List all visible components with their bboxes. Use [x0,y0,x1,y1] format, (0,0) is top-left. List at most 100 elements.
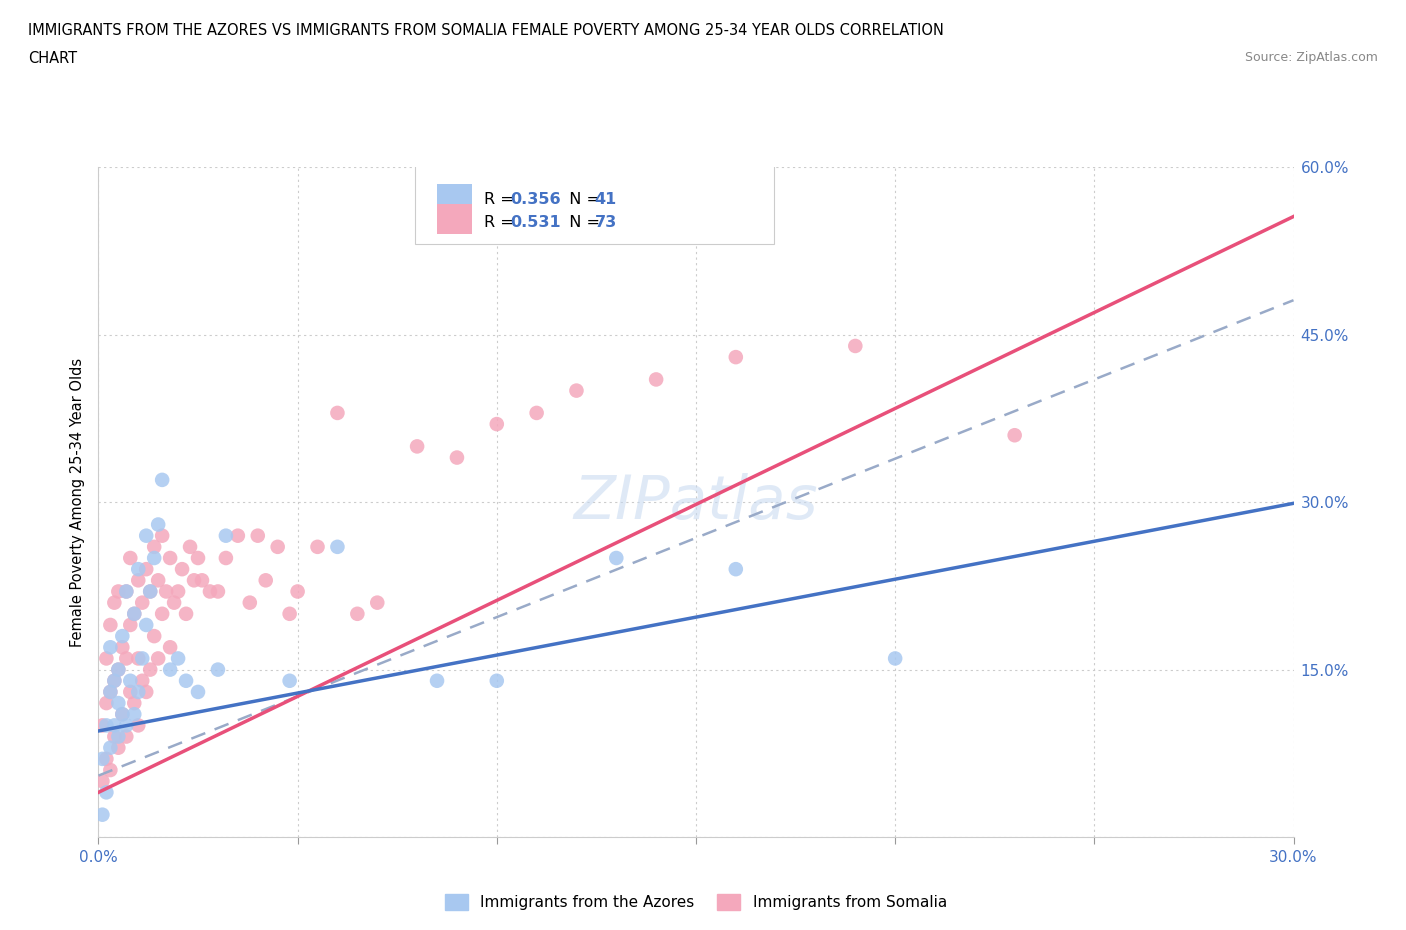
Point [148,573,170,588]
Text: 73: 73 [595,215,617,230]
Point [645,372,668,387]
Point [96,651,118,666]
Point [115,718,138,733]
Point [103,673,125,688]
Point [207,584,229,599]
Legend: Immigrants from the Azores, Immigrants from Somalia: Immigrants from the Azores, Immigrants f… [439,888,953,916]
Point [159,640,181,655]
Point [143,551,166,565]
Point [96,785,118,800]
Point [167,651,190,666]
Point [150,528,173,543]
Point [207,662,229,677]
Point [159,551,181,565]
Text: ZIPatlas: ZIPatlas [574,472,818,532]
Point [120,618,142,632]
Point [198,584,221,599]
Point [135,562,157,577]
Point [115,584,138,599]
Point [326,405,349,420]
Point [107,662,129,677]
FancyBboxPatch shape [437,184,472,214]
Point [127,684,149,699]
Point [191,573,214,588]
Point [150,606,173,621]
Point [91,774,114,789]
Text: 41: 41 [595,192,617,207]
Point [215,528,238,543]
Point [1004,428,1026,443]
Point [91,718,114,733]
Point [267,539,290,554]
Text: R =: R = [485,192,519,207]
Point [107,584,129,599]
Point [124,696,146,711]
Point [100,740,122,755]
Point [131,595,153,610]
Point [287,584,309,599]
Text: Source: ZipAtlas.com: Source: ZipAtlas.com [1244,51,1378,64]
Point [605,551,627,565]
Point [100,684,122,699]
Point [215,551,238,565]
Point [526,405,548,420]
Point [844,339,866,353]
Point [485,417,508,432]
FancyBboxPatch shape [415,164,773,245]
Point [115,584,138,599]
Point [131,673,153,688]
Point [100,684,122,699]
Point [366,595,388,610]
Point [174,606,197,621]
Point [120,673,142,688]
Point [884,651,907,666]
Point [115,651,138,666]
Point [103,729,125,744]
Point [143,539,166,554]
Point [127,573,149,588]
Point [139,662,162,677]
Point [426,673,449,688]
Point [226,528,249,543]
Point [111,707,134,722]
Text: R =: R = [485,215,519,230]
Point [111,640,134,655]
Point [167,584,190,599]
Point [346,606,368,621]
Point [103,718,125,733]
Text: 0.531: 0.531 [510,215,561,230]
Point [148,517,170,532]
Point [179,539,201,554]
Point [239,595,262,610]
Point [107,696,129,711]
Point [103,595,125,610]
Point [100,618,122,632]
Point [115,729,138,744]
Point [111,707,134,722]
Point [172,562,194,577]
Point [446,450,468,465]
Point [406,439,429,454]
Text: N =: N = [558,215,605,230]
Point [159,662,181,677]
Point [100,640,122,655]
Point [107,662,129,677]
Point [254,573,277,588]
Point [124,707,146,722]
Point [135,528,157,543]
Point [139,584,162,599]
Point [131,651,153,666]
Point [127,718,149,733]
Point [127,562,149,577]
Point [183,573,205,588]
Point [135,684,157,699]
Point [107,740,129,755]
Point [148,651,170,666]
Point [278,606,301,621]
Text: 0.356: 0.356 [510,192,561,207]
Point [187,684,209,699]
Point [724,350,747,365]
Point [96,751,118,766]
Point [307,539,329,554]
Point [91,751,114,766]
